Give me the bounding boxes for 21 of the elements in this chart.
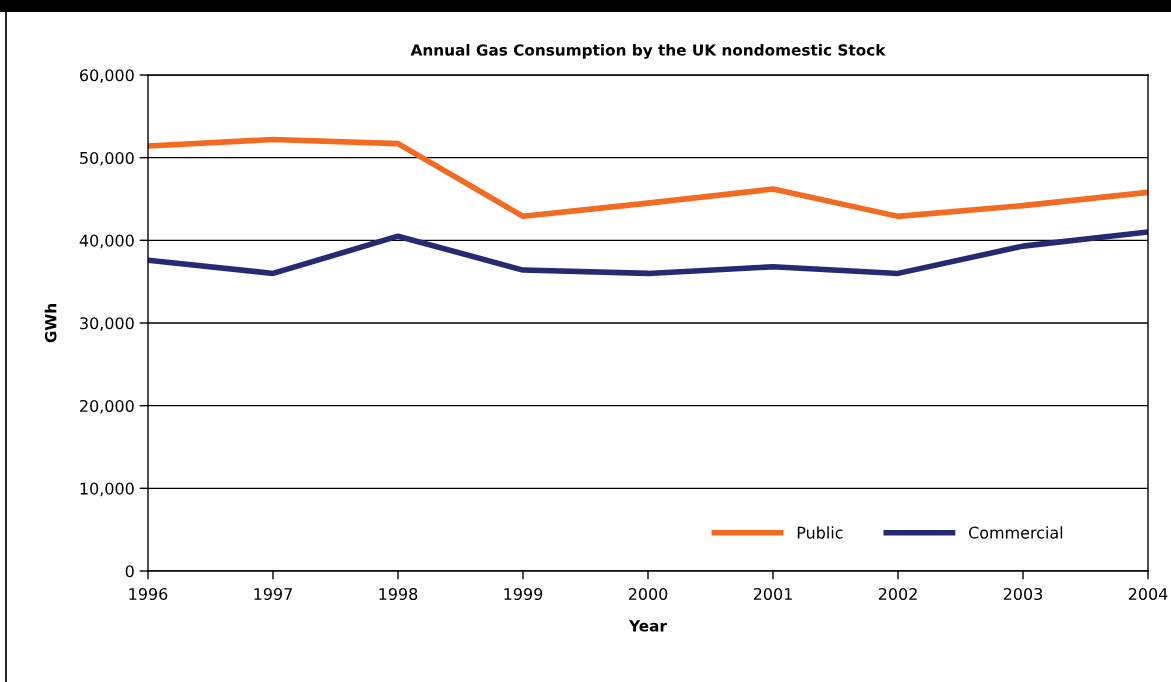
x-tick-label: 2004 bbox=[1128, 587, 1168, 601]
x-tick-label: 2001 bbox=[753, 587, 792, 601]
x-axis-title: Year bbox=[628, 620, 667, 632]
x-tick-label: 2000 bbox=[628, 587, 668, 601]
y-tick-label: 50,000 bbox=[80, 151, 134, 166]
chart-title: Annual Gas Consumption by the UK nondomestic Stock bbox=[410, 43, 886, 59]
legend-label: Public bbox=[797, 526, 843, 539]
y-tick-label: 60,000 bbox=[80, 69, 134, 83]
x-tick-label: 1997 bbox=[254, 587, 292, 601]
x-tick-label: 2002 bbox=[878, 587, 917, 601]
x-tick-label: 1998 bbox=[379, 587, 418, 601]
y-axis-title: GWh bbox=[44, 304, 57, 343]
x-tick-label: 2003 bbox=[1003, 587, 1043, 601]
y-tick-label: 10,000 bbox=[80, 482, 134, 497]
legend-label: Commercial bbox=[969, 526, 1063, 539]
x-tick-label: 1996 bbox=[129, 587, 168, 601]
y-tick-label: 20,000 bbox=[80, 399, 134, 414]
y-tick-label: 0 bbox=[125, 565, 134, 578]
x-tick-label: 1999 bbox=[504, 587, 543, 601]
y-tick-label: 40,000 bbox=[79, 234, 134, 249]
y-tick-label: 30,000 bbox=[80, 317, 134, 331]
